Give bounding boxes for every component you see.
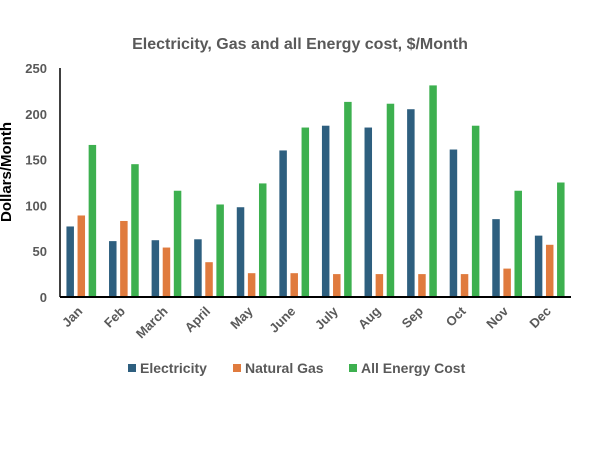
bar-all-energy-cost-dec (557, 182, 565, 297)
bar-all-energy-cost-sep (429, 85, 437, 298)
x-tick-label: June (266, 304, 298, 336)
y-tick-label: 150 (25, 153, 47, 168)
bars-group (66, 85, 565, 298)
bar-all-energy-cost-jan (88, 144, 97, 297)
bar-electricity-dec (534, 235, 543, 297)
x-tick-label: Feb (101, 303, 128, 330)
x-tick-label: Sep (399, 303, 427, 331)
bar-all-energy-cost-april (216, 204, 224, 297)
y-tick-label: 50 (33, 244, 47, 259)
bar-electricity-june (279, 150, 287, 297)
legend-swatch-electricity (128, 364, 136, 372)
bar-electricity-feb (109, 241, 117, 297)
bar-all-energy-cost-july (344, 101, 352, 297)
bar-natural-gas-aug (375, 274, 384, 297)
bar-electricity-nov (492, 219, 500, 297)
x-tick-label: March (133, 303, 171, 341)
y-axis-ticks: 0 50 100 150 200 250 (25, 61, 47, 305)
x-axis-ticks: Jan Feb March April May June July Aug Sep Oct Nov D… (59, 303, 554, 341)
legend: Electricity Natural Gas All Energy Cost (128, 360, 466, 376)
bar-electricity-jan (66, 226, 74, 297)
x-tick-label: Oct (443, 303, 469, 329)
bar-natural-gas-sep (418, 274, 426, 297)
bar-electricity-aug (364, 127, 373, 297)
bar-all-energy-cost-june (301, 127, 310, 297)
legend-label: Electricity (140, 360, 207, 376)
bar-electricity-march (151, 240, 160, 297)
bar-natural-gas-march (162, 247, 171, 297)
bar-natural-gas-nov (503, 268, 511, 297)
x-tick-label: Aug (355, 303, 384, 332)
bar-all-energy-cost-feb (131, 164, 139, 297)
bar-natural-gas-dec (545, 244, 554, 297)
x-tick-label: July (312, 303, 342, 333)
y-tick-label: 0 (40, 290, 47, 305)
bar-natural-gas-jan (77, 215, 86, 297)
x-tick-label: April (182, 304, 214, 336)
y-tick-label: 100 (25, 198, 47, 213)
x-tick-label: May (227, 303, 256, 332)
bar-all-energy-cost-may (258, 183, 267, 297)
chart-title: Electricity, Gas and all Energy cost, $/… (132, 36, 468, 53)
legend-label: Natural Gas (245, 360, 324, 376)
y-tick-label: 250 (25, 61, 47, 76)
bar-electricity-july (321, 125, 330, 298)
bar-electricity-oct (449, 149, 458, 297)
bar-electricity-may (236, 207, 245, 297)
y-tick-label: 200 (25, 107, 47, 122)
bar-electricity-april (194, 239, 202, 297)
bar-natural-gas-july (333, 274, 341, 297)
bar-all-energy-cost-march (173, 190, 182, 297)
bar-all-energy-cost-aug (386, 103, 395, 297)
legend-swatch-natural-gas (233, 364, 241, 372)
bar-natural-gas-may (247, 273, 256, 297)
legend-swatch-all-energy-cost (349, 364, 357, 372)
bar-electricity-sep (407, 109, 415, 297)
bar-all-energy-cost-oct (471, 125, 480, 298)
x-tick-label: Dec (526, 304, 553, 331)
legend-label: All Energy Cost (361, 360, 466, 376)
bar-all-energy-cost-nov (514, 190, 522, 297)
x-tick-label: Jan (59, 303, 85, 329)
bar-natural-gas-june (290, 273, 298, 297)
bar-natural-gas-feb (120, 220, 128, 297)
bar-natural-gas-april (205, 262, 213, 297)
bar-natural-gas-oct (460, 274, 469, 297)
x-tick-label: Nov (483, 303, 512, 332)
y-axis-label: Dollars/Month (0, 122, 15, 222)
